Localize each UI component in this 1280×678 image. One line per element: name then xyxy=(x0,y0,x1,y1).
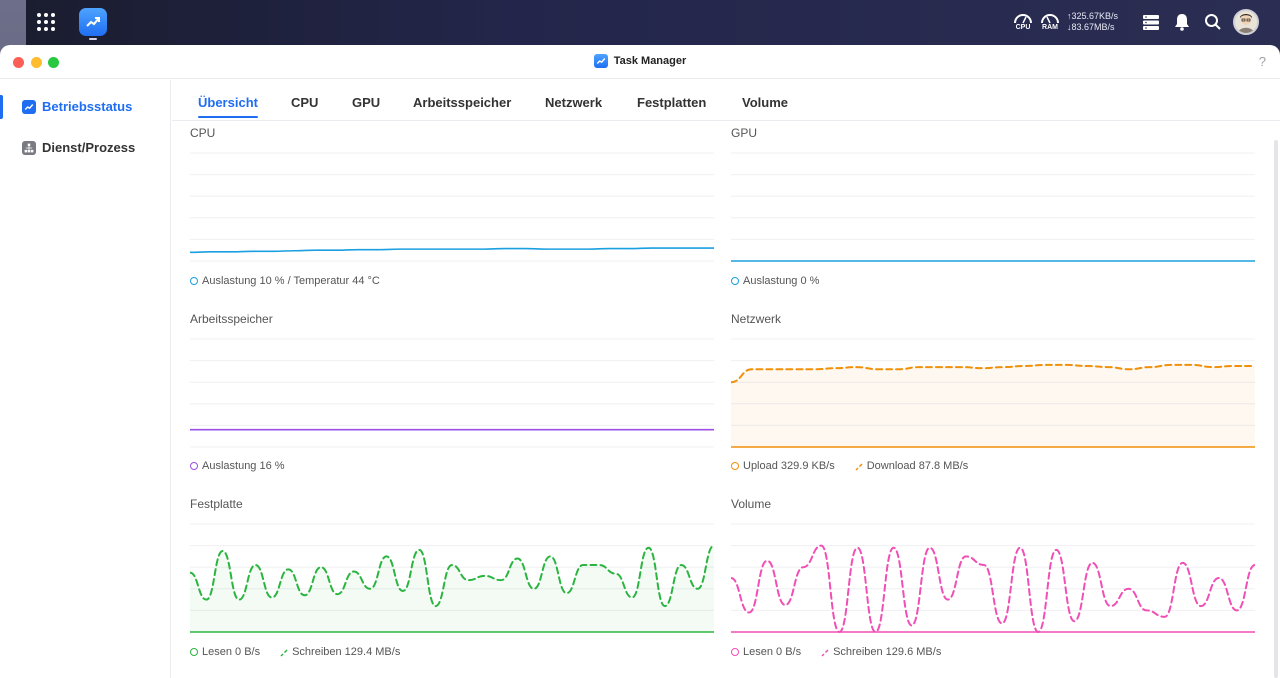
upload-legend-marker xyxy=(731,462,739,470)
process-tree-icon xyxy=(22,141,36,155)
chart-svg xyxy=(190,523,714,633)
window-title-group: Task Manager xyxy=(0,54,1280,68)
gpu-legend-marker xyxy=(731,277,739,285)
cpu-gauge-icon[interactable]: CPU xyxy=(1012,11,1034,33)
sidebar-item-betriebsstatus[interactable]: Betriebsstatus xyxy=(0,92,170,122)
cpu-legend-text: Auslastung 10 % / Temperatur 44 °C xyxy=(202,275,380,287)
volume-write-legend-text: Schreiben 129.6 MB/s xyxy=(833,646,942,658)
disk-chart xyxy=(190,522,714,634)
disk-panel-title: Festplatte xyxy=(190,497,243,511)
volume-legend: Lesen 0 B/s Schreiben 129.6 MB/s xyxy=(731,646,941,658)
chart-svg xyxy=(190,152,714,262)
network-legend: Upload 329.9 KB/s Download 87.8 MB/s xyxy=(731,460,968,472)
volume-read-legend-text: Lesen 0 B/s xyxy=(743,646,802,658)
minimize-button[interactable] xyxy=(31,57,42,68)
app-grid-icon[interactable] xyxy=(37,13,55,31)
download-legend-text: Download 87.8 MB/s xyxy=(866,460,969,472)
upload-legend-text: Upload 329.9 KB/s xyxy=(743,460,835,472)
gpu-chart xyxy=(731,151,1255,263)
running-indicator xyxy=(89,38,97,40)
network-chart xyxy=(731,337,1255,449)
cpu-gauge-label: CPU xyxy=(1015,24,1031,31)
memory-legend: Auslastung 16 % xyxy=(190,460,285,472)
sidebar-item-label: Betriebsstatus xyxy=(42,99,133,114)
tab-gpu[interactable]: GPU xyxy=(352,95,381,110)
task-manager-taskbar-icon[interactable] xyxy=(79,8,107,36)
cpu-legend: Auslastung 10 % / Temperatur 44 °C xyxy=(190,275,380,287)
series-line-secondary xyxy=(190,544,714,608)
sidebar-item-dienst-prozess[interactable]: Dienst/Prozess xyxy=(0,133,170,163)
series-area xyxy=(190,545,714,632)
chart-svg xyxy=(190,338,714,448)
tab-cpu[interactable]: CPU xyxy=(291,95,319,110)
gpu-legend: Auslastung 0 % xyxy=(731,275,819,287)
memory-legend-text: Auslastung 16 % xyxy=(202,460,285,472)
search-icon[interactable] xyxy=(1203,12,1223,32)
top-bar: CPU RAM ↑325.67KB/s ↓83.67MB/s xyxy=(0,0,1280,44)
title-bar: Task Manager ? xyxy=(0,45,1280,79)
series-area xyxy=(731,364,1255,447)
memory-panel-title: Arbeitsspeicher xyxy=(190,312,273,326)
tab-festplatten[interactable]: Festplatten xyxy=(637,95,707,110)
network-speed-readout[interactable]: ↑325.67KB/s ↓83.67MB/s xyxy=(1067,11,1118,33)
disk-write-legend-marker xyxy=(280,648,288,657)
upload-speed: ↑325.67KB/s xyxy=(1067,11,1119,21)
download-legend-marker xyxy=(855,462,863,471)
close-button[interactable] xyxy=(13,57,24,68)
cpu-legend-marker xyxy=(190,277,198,285)
tab-volume[interactable]: Volume xyxy=(742,95,788,110)
ram-gauge-label: RAM xyxy=(1042,24,1058,31)
scrollbar[interactable] xyxy=(1274,140,1278,678)
memory-legend-marker xyxy=(190,462,198,470)
download-speed: ↓83.67MB/s xyxy=(1067,22,1115,32)
server-icon[interactable] xyxy=(1141,12,1161,32)
memory-chart xyxy=(190,337,714,449)
disk-read-legend-marker xyxy=(190,648,198,656)
cpu-panel-title: CPU xyxy=(190,126,216,140)
disk-read-legend-text: Lesen 0 B/s xyxy=(202,646,261,658)
window-title: Task Manager xyxy=(613,55,687,67)
gpu-panel-title: GPU xyxy=(731,126,758,140)
help-icon[interactable]: ? xyxy=(1258,54,1266,69)
tab-uebersicht[interactable]: Übersicht xyxy=(180,95,276,118)
tab-netzwerk[interactable]: Netzwerk xyxy=(545,95,603,110)
task-manager-window: Task Manager ? Betriebsstatus Dienst/Pro… xyxy=(0,45,1280,678)
series-line-secondary xyxy=(731,363,1255,384)
volume-panel-title: Volume xyxy=(731,497,772,511)
series-line xyxy=(190,247,714,254)
volume-read-legend-marker xyxy=(731,648,739,656)
task-manager-icon xyxy=(593,54,608,68)
gpu-legend-text: Auslastung 0 % xyxy=(743,275,820,287)
cpu-chart xyxy=(190,151,714,263)
chart-svg xyxy=(731,338,1255,448)
volume-write-legend-marker xyxy=(821,648,829,657)
disk-write-legend-text: Schreiben 129.4 MB/s xyxy=(292,646,401,658)
volume-chart xyxy=(731,522,1255,634)
avatar[interactable] xyxy=(1233,9,1259,35)
tab-bar: Übersicht CPU GPU Arbeitsspeicher Netzwe… xyxy=(172,80,1280,121)
ram-gauge-icon[interactable]: RAM xyxy=(1039,11,1061,33)
sidebar-item-label: Dienst/Prozess xyxy=(42,140,136,155)
maximize-button[interactable] xyxy=(48,57,59,68)
sidebar: Betriebsstatus Dienst/Prozess xyxy=(0,80,171,678)
chart-svg xyxy=(731,152,1255,262)
bell-icon[interactable] xyxy=(1172,12,1192,32)
chart-svg xyxy=(731,523,1255,634)
chart-icon xyxy=(22,100,36,114)
tab-arbeitsspeicher[interactable]: Arbeitsspeicher xyxy=(413,95,512,110)
network-panel-title: Netzwerk xyxy=(731,312,782,326)
disk-legend: Lesen 0 B/s Schreiben 129.4 MB/s xyxy=(190,646,400,658)
series-line-secondary xyxy=(731,544,1255,634)
